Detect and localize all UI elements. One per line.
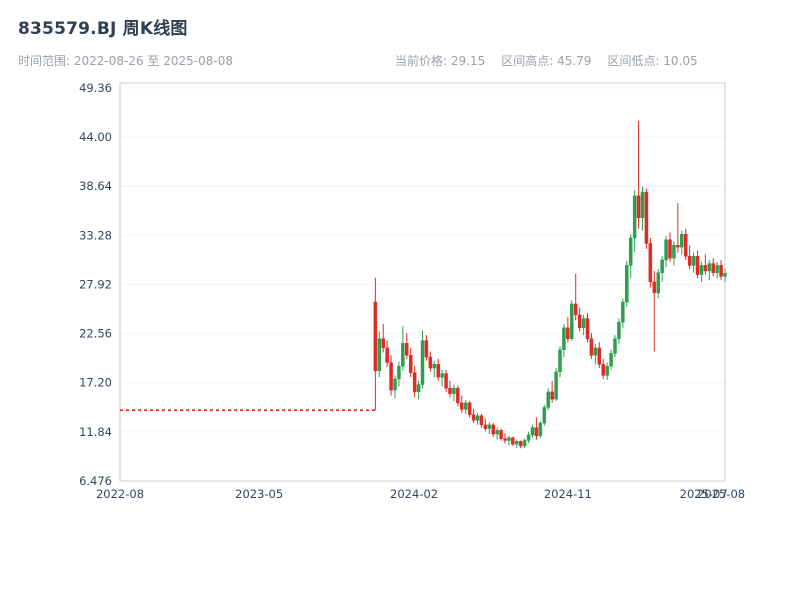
svg-text:2025-07: 2025-07	[680, 487, 728, 501]
time-range-label: 时间范围: 2022-08-26 至 2025-08-08	[18, 54, 233, 68]
svg-text:2024-02: 2024-02	[390, 487, 438, 501]
svg-text:11.84: 11.84	[79, 425, 112, 439]
svg-text:27.92: 27.92	[79, 277, 112, 291]
x-axis-ticks: 2022-08 2023-05 2024-02 2024-11 2025-072025-…	[96, 487, 745, 501]
svg-text:2024-11: 2024-11	[544, 487, 592, 501]
page-title: 835579.BJ 周K线图	[18, 19, 188, 39]
svg-text:2025-08: 2025-08	[697, 487, 745, 501]
svg-text:2022-08: 2022-08	[96, 487, 144, 501]
y-axis-ticks: 49.36 44.00 38.64 33.28 27.92 22.56 17.20 11.84…	[79, 81, 112, 488]
svg-text:22.56: 22.56	[79, 327, 112, 341]
candles-group	[373, 120, 727, 449]
svg-text:17.20: 17.20	[79, 376, 112, 390]
subtitle-row: 时间范围: 2022-08-26 至 2025-08-08 当前价格: 29.1…	[0, 52, 800, 68]
svg-text:44.00: 44.00	[79, 130, 112, 144]
svg-text:6.476: 6.476	[79, 474, 112, 488]
range-low-label: 区间低点: 10.05	[607, 54, 698, 68]
current-price-label: 当前价格: 29.15	[395, 54, 486, 68]
price-summary: 当前价格: 29.15 区间高点: 45.79 区间低点: 10.05	[395, 52, 698, 69]
range-high-label: 区间高点: 45.79	[501, 54, 592, 68]
svg-text:2023-05: 2023-05	[235, 487, 283, 501]
svg-text:33.28: 33.28	[79, 228, 112, 242]
svg-text:38.64: 38.64	[79, 179, 112, 193]
svg-text:49.36: 49.36	[79, 81, 112, 95]
